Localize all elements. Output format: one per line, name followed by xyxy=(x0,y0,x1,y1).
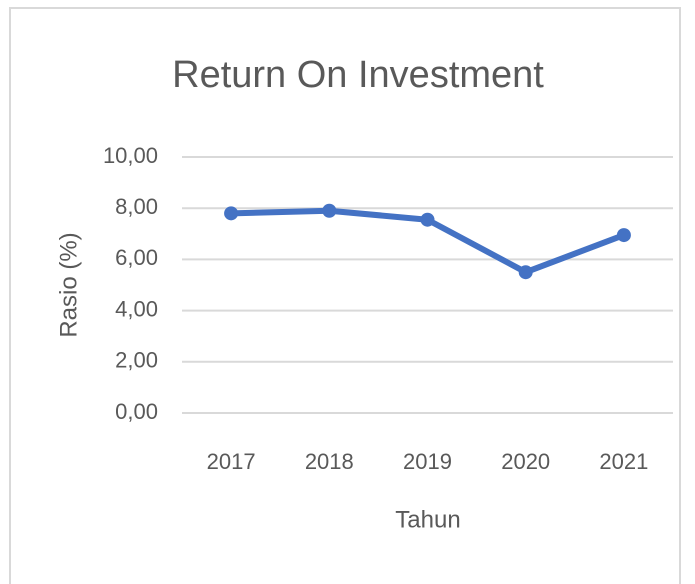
x-tick-label: 2019 xyxy=(403,449,452,474)
marker xyxy=(322,203,337,218)
chart-title: Return On Investment xyxy=(172,54,544,96)
y-tick-label: 4,00 xyxy=(115,296,158,321)
x-tick-label: 2021 xyxy=(599,449,648,474)
y-tick-label: 2,00 xyxy=(115,348,158,373)
x-tick-label: 2018 xyxy=(305,449,354,474)
y-tick-label: 6,00 xyxy=(115,245,158,270)
y-axis-label: Rasio (%) xyxy=(55,232,82,337)
x-tick-label: 2020 xyxy=(501,449,550,474)
x-axis-label: Tahun xyxy=(395,506,460,533)
y-tick-label: 10,00 xyxy=(103,143,158,168)
y-tick-label: 8,00 xyxy=(115,194,158,219)
y-tick-label: 0,00 xyxy=(115,399,158,424)
marker xyxy=(518,265,533,280)
chart-frame xyxy=(9,7,681,584)
marker xyxy=(616,228,631,243)
marker xyxy=(420,212,435,227)
x-tick-label: 2017 xyxy=(207,449,256,474)
marker xyxy=(224,206,239,221)
